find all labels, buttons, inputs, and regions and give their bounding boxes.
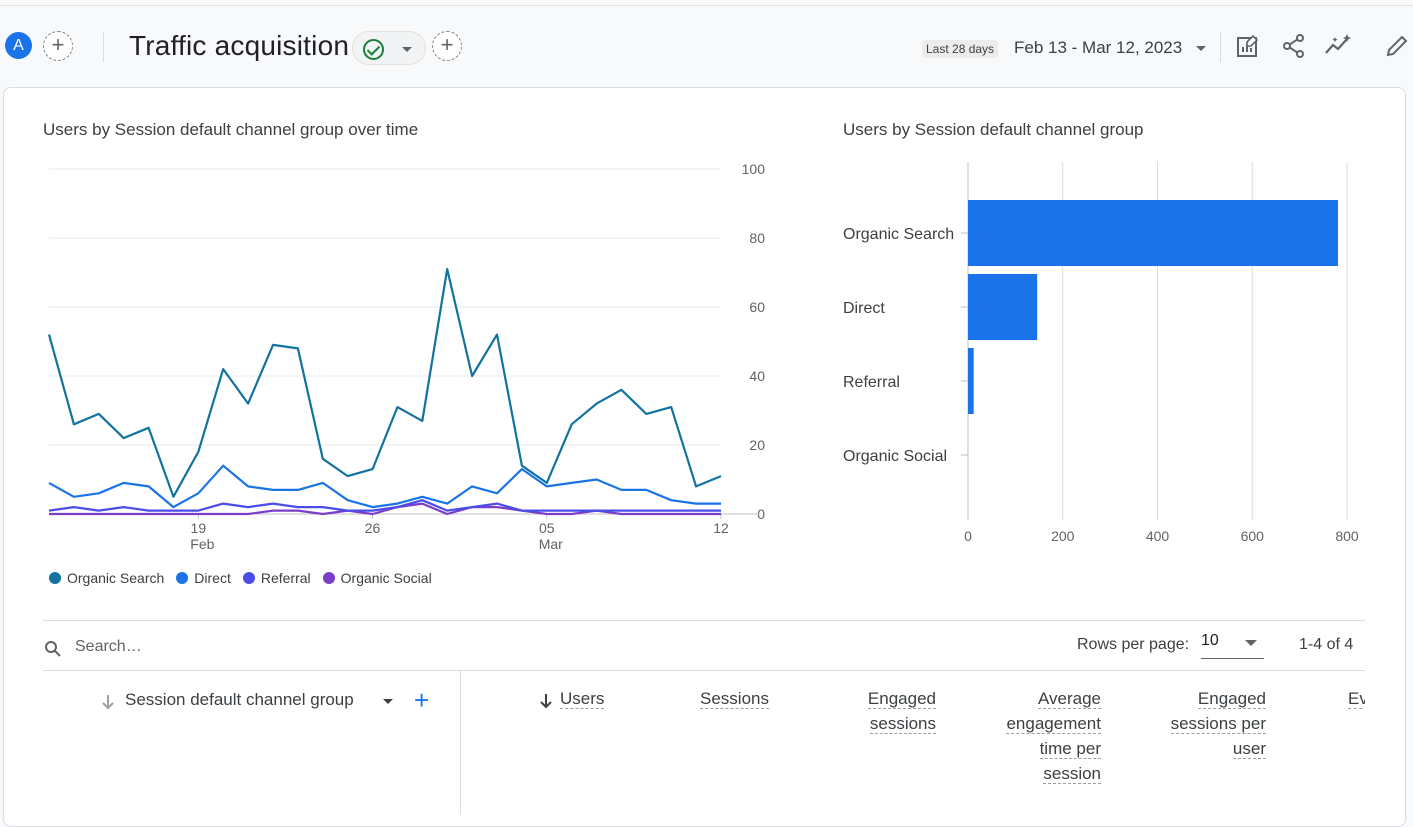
- y-tick-label: 80: [749, 230, 765, 246]
- report-status-button[interactable]: [352, 31, 426, 65]
- column-engaged-sessions[interactable]: Engaged sessions: [867, 689, 936, 734]
- x-tick-label: 19: [191, 520, 207, 536]
- header-divider: [103, 32, 104, 62]
- line-chart-legend: Organic Search Direct Referral Organic S…: [49, 570, 432, 586]
- x-tick-label: 200: [1051, 528, 1075, 544]
- customize-report-button[interactable]: [1232, 30, 1264, 62]
- y-tick-label: 100: [742, 161, 766, 177]
- share-button[interactable]: [1278, 30, 1310, 62]
- add-dimension-button[interactable]: +: [414, 685, 430, 715]
- dimension-chevron-down-icon[interactable]: [383, 699, 393, 704]
- bar-organic-search: [968, 200, 1338, 266]
- bar-category-label: Direct: [843, 300, 885, 317]
- bar-chart-title: Users by Session default channel group: [843, 120, 1144, 139]
- table-column-divider: [460, 671, 461, 814]
- legend-dot: [176, 572, 189, 584]
- date-preset-badge: Last 28 days: [922, 40, 999, 58]
- column-events-truncated[interactable]: Ev: [1348, 686, 1365, 716]
- comparison-avatar[interactable]: A: [5, 32, 32, 59]
- insights-button[interactable]: [1322, 30, 1354, 62]
- add-filter-button[interactable]: +: [432, 31, 462, 61]
- rows-per-page-select[interactable]: 10: [1201, 630, 1264, 659]
- legend-dot: [322, 572, 335, 584]
- insights-sparkle-icon: [1325, 34, 1351, 54]
- legend-item-organic-search[interactable]: Organic Search: [49, 570, 164, 586]
- search-input[interactable]: [75, 636, 575, 658]
- y-tick-label: 60: [749, 299, 765, 315]
- x-tick-sublabel: Mar: [539, 536, 563, 552]
- report-header: [0, 6, 1413, 86]
- arrow-down-icon[interactable]: [101, 693, 115, 711]
- x-tick-label: 400: [1146, 528, 1170, 544]
- column-average-engagement-time[interactable]: Average engagement time per session: [1006, 689, 1101, 784]
- series-line-direct: [48, 464, 721, 509]
- page-title: Traffic acquisition: [129, 30, 350, 61]
- table-header-divider: [43, 670, 1365, 671]
- chevron-down-icon: [1245, 640, 1257, 646]
- y-tick-label: 20: [749, 437, 765, 453]
- series-line-referral: [48, 499, 721, 512]
- dimension-header[interactable]: Session default channel group: [125, 690, 354, 709]
- bar-direct: [968, 274, 1038, 340]
- column-users[interactable]: Users: [560, 689, 605, 709]
- legend-item-direct[interactable]: Direct: [176, 570, 231, 586]
- rows-per-page-value: 10: [1201, 632, 1219, 649]
- bar-chart: 0 200 400 600 800 Organic Search Direct Referra…: [843, 162, 1359, 544]
- x-tick-label: 26: [365, 520, 381, 536]
- x-tick-label: 0: [964, 528, 972, 544]
- x-tick-label: 12: [713, 520, 729, 536]
- table-top-divider: [43, 620, 1365, 621]
- sort-arrow-down-icon[interactable]: [539, 692, 553, 710]
- date-chevron-down-icon[interactable]: [1196, 46, 1206, 51]
- column-sessions[interactable]: Sessions: [700, 689, 769, 709]
- chevron-down-icon: [402, 47, 412, 52]
- date-range-picker[interactable]: Feb 13 - Mar 12, 2023: [1014, 38, 1183, 57]
- legend-item-referral[interactable]: Referral: [242, 570, 311, 586]
- x-tick-label: 05: [539, 520, 555, 536]
- y-tick-label: 0: [757, 506, 765, 522]
- line-chart-title: Users by Session default channel group o…: [43, 120, 419, 139]
- bar-category-label: Organic Social: [843, 448, 947, 465]
- x-tick-label: 600: [1241, 528, 1265, 544]
- legend-dot: [242, 572, 255, 584]
- legend-item-organic-social[interactable]: Organic Social: [322, 570, 432, 586]
- check-circle-icon: [363, 39, 384, 60]
- top-divider: [0, 5, 1413, 6]
- series-line-organic-search: [47, 268, 722, 498]
- x-tick-sublabel: Feb: [190, 536, 214, 552]
- bar-category-label: Referral: [843, 374, 900, 391]
- pencil-icon: [1386, 35, 1408, 57]
- add-comparison-button[interactable]: +: [43, 31, 73, 61]
- share-icon: [1283, 34, 1304, 58]
- edit-button[interactable]: [1381, 30, 1413, 62]
- series-line-organic-social: [49, 502, 721, 516]
- customize-chart-icon: [1237, 34, 1259, 57]
- bar-referral: [968, 348, 974, 414]
- pagination-text: 1-4 of 4: [1299, 636, 1354, 653]
- x-tick-label: 800: [1335, 528, 1359, 544]
- y-tick-label: 40: [749, 368, 765, 384]
- legend-dot: [49, 572, 61, 584]
- bar-category-label: Organic Search: [843, 226, 954, 243]
- toolbar-divider: [1220, 32, 1221, 62]
- column-engaged-sessions-per-user[interactable]: Engaged sessions per user: [1170, 689, 1266, 759]
- search-icon: [45, 641, 61, 657]
- rows-per-page-label: Rows per page:: [1077, 636, 1190, 653]
